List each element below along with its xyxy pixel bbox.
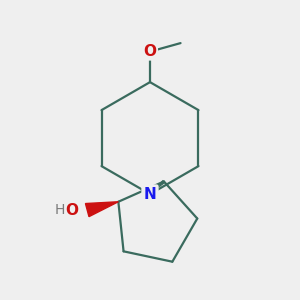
Polygon shape bbox=[85, 202, 118, 217]
Text: H: H bbox=[55, 203, 65, 217]
Text: N: N bbox=[144, 187, 156, 202]
Text: O: O bbox=[143, 44, 157, 59]
Text: O: O bbox=[65, 203, 78, 218]
